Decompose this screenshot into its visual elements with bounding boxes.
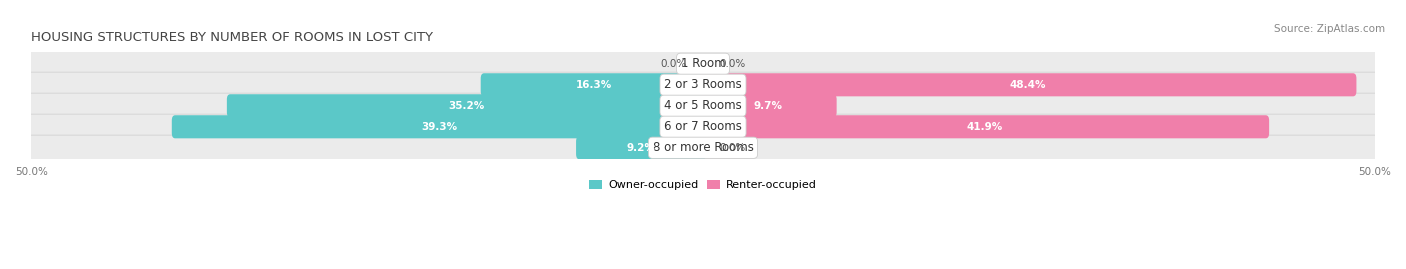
Text: 0.0%: 0.0% (661, 59, 688, 69)
Text: 6 or 7 Rooms: 6 or 7 Rooms (664, 120, 742, 133)
Text: 9.2%: 9.2% (627, 143, 655, 153)
Text: 1 Room: 1 Room (681, 57, 725, 70)
FancyBboxPatch shape (27, 135, 1379, 160)
Text: 35.2%: 35.2% (449, 101, 485, 111)
FancyBboxPatch shape (226, 94, 706, 117)
Text: 0.0%: 0.0% (718, 59, 745, 69)
Text: 0.0%: 0.0% (718, 143, 745, 153)
FancyBboxPatch shape (27, 114, 1379, 139)
Text: 16.3%: 16.3% (575, 80, 612, 90)
Text: 4 or 5 Rooms: 4 or 5 Rooms (664, 99, 742, 112)
FancyBboxPatch shape (27, 72, 1379, 97)
Text: 2 or 3 Rooms: 2 or 3 Rooms (664, 78, 742, 91)
FancyBboxPatch shape (700, 94, 837, 117)
Text: HOUSING STRUCTURES BY NUMBER OF ROOMS IN LOST CITY: HOUSING STRUCTURES BY NUMBER OF ROOMS IN… (31, 31, 433, 44)
FancyBboxPatch shape (481, 73, 706, 96)
Text: Source: ZipAtlas.com: Source: ZipAtlas.com (1274, 24, 1385, 34)
FancyBboxPatch shape (576, 136, 706, 159)
Text: 41.9%: 41.9% (966, 122, 1002, 132)
FancyBboxPatch shape (27, 93, 1379, 118)
Text: 48.4%: 48.4% (1010, 80, 1046, 90)
FancyBboxPatch shape (172, 115, 706, 138)
Text: 9.7%: 9.7% (754, 101, 783, 111)
FancyBboxPatch shape (700, 115, 1270, 138)
Text: 39.3%: 39.3% (420, 122, 457, 132)
Legend: Owner-occupied, Renter-occupied: Owner-occupied, Renter-occupied (585, 175, 821, 194)
FancyBboxPatch shape (27, 51, 1379, 76)
Text: 8 or more Rooms: 8 or more Rooms (652, 141, 754, 154)
FancyBboxPatch shape (700, 73, 1357, 96)
